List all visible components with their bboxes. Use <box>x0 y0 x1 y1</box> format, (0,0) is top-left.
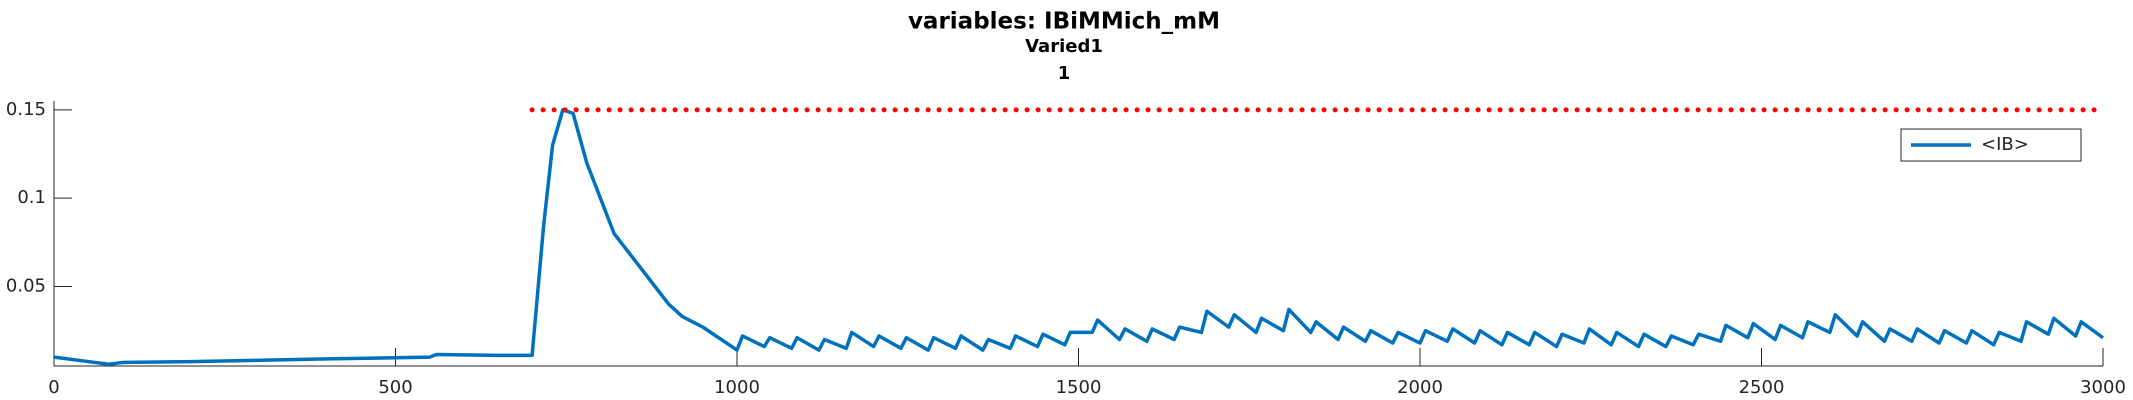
x-tick-label: 1500 <box>1056 377 1102 398</box>
x-tick-label: 2500 <box>1739 377 1785 398</box>
chart-subtitle: 1 <box>1058 63 1071 84</box>
x-tick-label: 2000 <box>1397 377 1443 398</box>
x-tick-label: 0 <box>48 377 59 398</box>
legend-label: <IB> <box>1981 134 2029 155</box>
series-line <box>53 108 2105 366</box>
chart-subtitle: Varied1 <box>1025 36 1103 57</box>
x-tick-label: 1000 <box>714 377 760 398</box>
x-tick-label: 3000 <box>2080 377 2126 398</box>
y-tick-label: 0.15 <box>6 99 46 120</box>
y-tick-label: 0.1 <box>17 187 46 208</box>
chart-title: variables: IBiMMich_mM <box>908 9 1220 35</box>
x-tick-label: 500 <box>378 377 412 398</box>
y-tick-label: 0.05 <box>6 276 46 297</box>
